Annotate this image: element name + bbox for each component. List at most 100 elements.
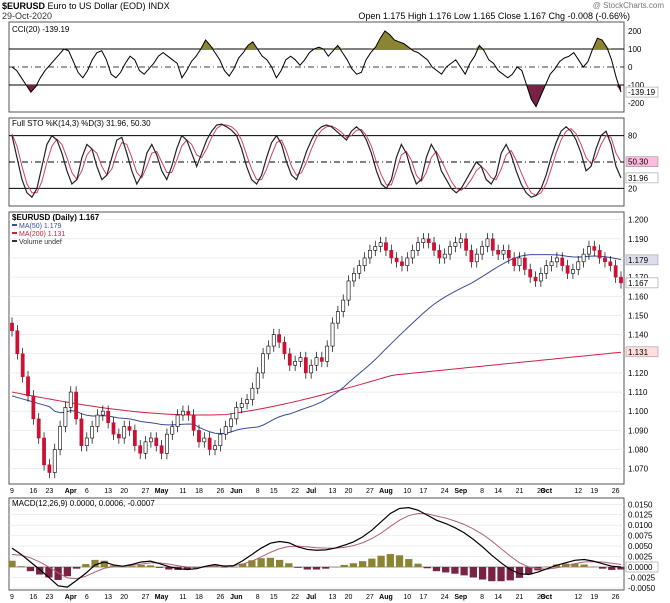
x-axis-label: 21 (516, 488, 524, 495)
ma50-value-tag: 1.179 (628, 256, 649, 265)
candle-body (58, 426, 62, 450)
macd-x-axis-label: Apr (65, 594, 77, 601)
candle-body (271, 334, 276, 347)
candle-body (608, 261, 613, 266)
macd-tick-label: 0.0075 (628, 532, 653, 541)
macd-histogram-bar (72, 567, 81, 569)
macd-histogram-bar (266, 557, 274, 567)
candle-body (469, 250, 474, 263)
candle-body (384, 242, 388, 251)
macd-label: MACD(12,26,9) 0.0000, 0.0006, -0.0007 (12, 499, 155, 508)
candle-body (95, 414, 100, 427)
price-tick-label: 1.150 (628, 311, 649, 320)
macd-histogram-bar (608, 567, 616, 570)
macd-histogram-bar (377, 555, 385, 567)
macd-panel (8, 497, 625, 591)
macd-x-axis-label: 16 (29, 594, 37, 601)
x-axis-label: 26 (612, 488, 620, 495)
candle-body (490, 238, 495, 251)
candle-body (191, 414, 196, 431)
macd-histogram-bar (36, 567, 44, 575)
candle-body (576, 261, 581, 270)
close-value-tag-bg (625, 277, 659, 289)
macd-histogram-bar (211, 565, 219, 567)
candle-body (496, 250, 501, 255)
candle-body (555, 257, 559, 263)
candle-body (20, 353, 25, 378)
price-tick-label: 1.110 (628, 388, 648, 397)
candle-body (458, 238, 463, 243)
x-axis-label: 9 (10, 488, 14, 495)
price-panel (8, 211, 625, 485)
chart-date: 29-Oct-2020 (2, 11, 53, 21)
candle-body (138, 445, 143, 454)
candle-body (581, 253, 586, 263)
macd-histogram-bar (156, 567, 164, 568)
x-axis-label: 6 (85, 488, 89, 495)
candle-body (474, 253, 479, 263)
macd-histogram-bar (331, 567, 339, 568)
price-tick-label: 1.160 (628, 292, 649, 301)
macd-histogram-bar (275, 559, 284, 567)
ma50-value-tag-bg (625, 254, 659, 266)
x-axis-label: 11 (179, 488, 186, 495)
cci-line (11, 30, 622, 108)
ma200-value-tag-bg (625, 346, 659, 358)
chart-header: $EURUSD Euro to US Dollar (EOD) INDX 29-… (0, 0, 670, 22)
cci-tick-label: -100 (628, 81, 645, 90)
macd-histogram-bar (414, 563, 422, 567)
macd-histogram-bar (488, 567, 496, 582)
candle-body (170, 426, 175, 435)
macd-x-axis-label: 24 (441, 594, 449, 601)
candle-body (245, 399, 249, 404)
close-value-tag: 1.167 (628, 279, 649, 288)
cci-tick-label: 200 (628, 27, 642, 36)
macd-x-axis-label: Jul (306, 594, 316, 601)
macd-tick-label: 0.0025 (628, 553, 653, 562)
candle-body (592, 246, 597, 251)
macd-histogram-bar (349, 563, 358, 567)
cci-value-tag-bg (625, 86, 659, 98)
x-axis-label: 12 (574, 488, 582, 495)
candle-body (319, 357, 324, 362)
macd-histogram-bar (368, 558, 376, 567)
x-axis-label: 15 (270, 488, 278, 495)
candle-body (10, 322, 14, 332)
macd-histogram-bar (54, 567, 62, 580)
candle-body (282, 341, 287, 355)
candle-body (352, 272, 356, 282)
candle-body (416, 242, 420, 251)
price-legend-item: MA(200) 1.131 (19, 231, 65, 238)
x-axis-label: 20 (345, 488, 353, 495)
candle-body (335, 311, 340, 324)
macd-histogram-bar (137, 564, 145, 567)
candle-body (74, 391, 78, 420)
candle-body (197, 430, 201, 443)
candle-body (442, 253, 447, 259)
macd-histogram-bar (442, 567, 450, 573)
x-axis-label: Oct (540, 488, 552, 495)
candle-body (368, 250, 372, 259)
candle-body (100, 410, 105, 416)
macd-histogram-bar (146, 565, 155, 567)
macd-histogram-bar (478, 567, 487, 580)
x-axis-label: 18 (195, 488, 203, 495)
macd-x-axis-label: 14 (494, 594, 502, 601)
macd-histogram-bar (257, 558, 265, 567)
candle-body (175, 414, 180, 427)
macd-x-axis-label: Sep (454, 594, 467, 601)
candle-body (389, 250, 394, 259)
macd-x-axis-label: 13 (329, 594, 337, 601)
ma200-value-tag: 1.131 (628, 348, 649, 357)
candle-body (587, 246, 591, 255)
candle-body (303, 357, 308, 374)
macd-histogram-bar (506, 567, 514, 581)
candle-body (512, 257, 517, 266)
candle-body (181, 410, 185, 416)
x-axis-label: Sep (454, 488, 467, 495)
candle-body (298, 357, 303, 362)
candle-body (597, 250, 602, 259)
price-tick-label: 1.190 (628, 235, 649, 244)
sto-d-line (11, 124, 622, 197)
